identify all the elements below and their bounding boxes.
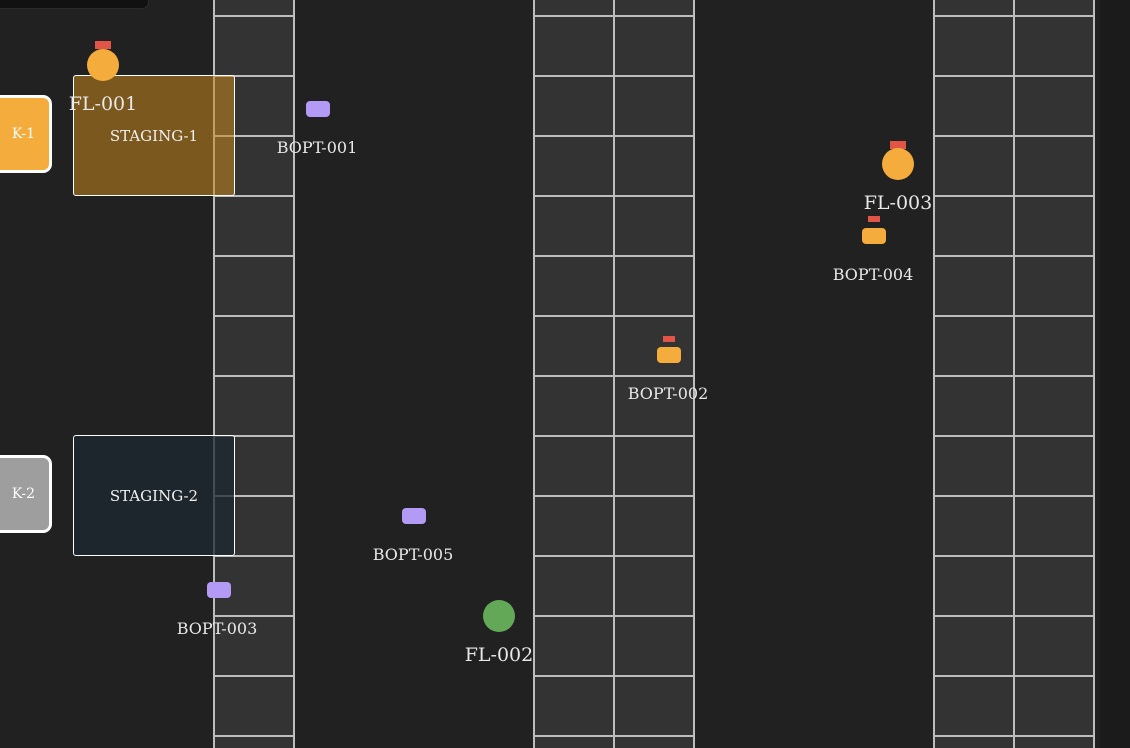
forklift-fl-001[interactable] [87,49,119,81]
robot-bopt-001-label: BOPT-001 [276,138,358,157]
dock-2[interactable]: K-2 [0,455,52,533]
forklift-fl-001-label: FL-001 [68,93,138,115]
bopt-002-alert-flag-icon [663,336,675,342]
robot-bopt-003-label: BOPT-003 [176,619,258,638]
right-edge-panel [1100,0,1130,748]
staging-2-label: STAGING-2 [109,486,199,505]
forklift-fl-002-label: FL-002 [464,644,534,666]
forklift-fl-002[interactable] [483,600,515,632]
fl-003-alert-flag-icon [890,141,906,149]
fl-001-alert-flag-icon [95,41,111,49]
robot-bopt-005-label: BOPT-005 [372,545,454,564]
robot-bopt-001[interactable] [306,101,330,117]
staging-area-2[interactable]: STAGING-2 [73,435,235,556]
dock-1-label: K-1 [11,126,35,142]
dock-1[interactable]: K-1 [0,95,52,173]
staging-1-label: STAGING-1 [109,126,199,145]
robot-bopt-003[interactable] [207,582,231,598]
robot-bopt-004[interactable] [862,228,886,244]
storage-rack-2[interactable] [533,0,695,748]
bopt-004-alert-flag-icon [868,216,880,222]
top-toolbar-edge [0,0,148,8]
forklift-fl-003-label: FL-003 [863,192,933,214]
robot-bopt-005[interactable] [402,508,426,524]
staging-area-1[interactable]: STAGING-1 [73,75,235,196]
dock-2-label: K-2 [11,486,35,502]
forklift-fl-003[interactable] [882,148,914,180]
storage-rack-3[interactable] [933,0,1095,748]
robot-bopt-002-label: BOPT-002 [627,384,709,403]
robot-bopt-004-label: BOPT-004 [832,265,914,284]
robot-bopt-002[interactable] [657,347,681,363]
